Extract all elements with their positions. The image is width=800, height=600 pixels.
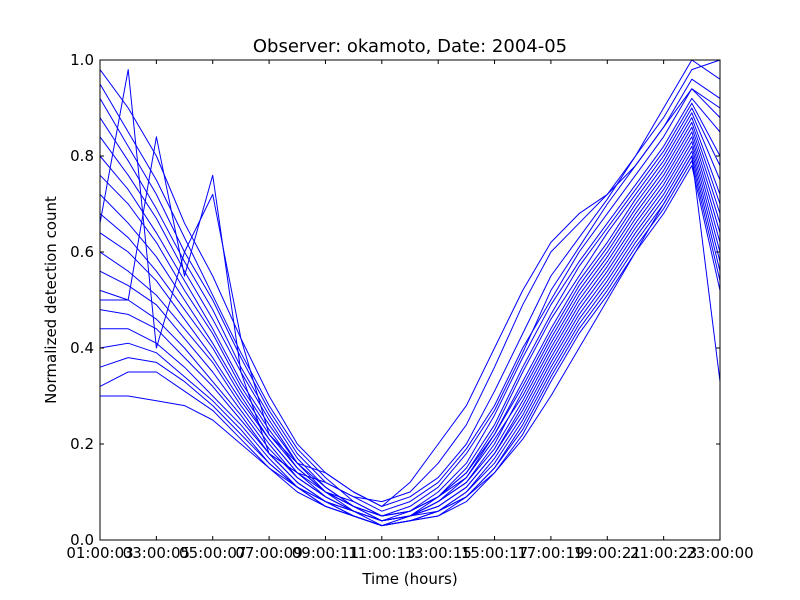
y-tick-label: 0.6 bbox=[70, 243, 94, 261]
y-tick-label: 1.0 bbox=[70, 51, 94, 69]
series-line-3 bbox=[99, 88, 721, 512]
x-tick-label: 15:00:17 bbox=[461, 544, 528, 562]
series-line-19 bbox=[100, 155, 721, 522]
series-line-10 bbox=[99, 126, 721, 517]
y-tick-label: 0.2 bbox=[70, 435, 94, 453]
x-axis-label: Time (hours) bbox=[361, 570, 457, 588]
ticks-group: 01:00:0303:00:0505:00:0707:00:0909:00:11… bbox=[66, 51, 753, 562]
plot-area bbox=[100, 60, 720, 540]
x-tick-label: 07:00:09 bbox=[235, 544, 302, 562]
x-tick-label: 01:00:03 bbox=[66, 544, 133, 562]
x-tick-label: 09:00:11 bbox=[292, 544, 359, 562]
series-line-21 bbox=[100, 88, 721, 503]
series-line-20 bbox=[99, 59, 721, 507]
x-tick-label: 17:00:19 bbox=[517, 544, 584, 562]
x-tick-label: 13:00:15 bbox=[404, 544, 471, 562]
y-tick-label: 0.0 bbox=[70, 531, 94, 549]
plot-frame bbox=[99, 59, 721, 541]
x-tick-label: 11:00:13 bbox=[348, 544, 415, 562]
series-line-18 bbox=[99, 165, 721, 527]
chart-title: Observer: okamoto, Date: 2004-05 bbox=[253, 36, 567, 57]
x-tick-label: 03:00:05 bbox=[123, 544, 190, 562]
series-group bbox=[99, 59, 721, 527]
x-tick-label: 05:00:07 bbox=[179, 544, 246, 562]
series-line-2 bbox=[99, 78, 721, 517]
y-tick-label: 0.8 bbox=[70, 147, 94, 165]
x-tick-label: 21:00:23 bbox=[630, 544, 697, 562]
y-tick-label: 0.4 bbox=[70, 339, 94, 357]
x-tick-label: 23:00:00 bbox=[686, 544, 753, 562]
y-axis-label: Normalized detection count bbox=[42, 196, 60, 404]
x-tick-label: 19:00:21 bbox=[574, 544, 641, 562]
